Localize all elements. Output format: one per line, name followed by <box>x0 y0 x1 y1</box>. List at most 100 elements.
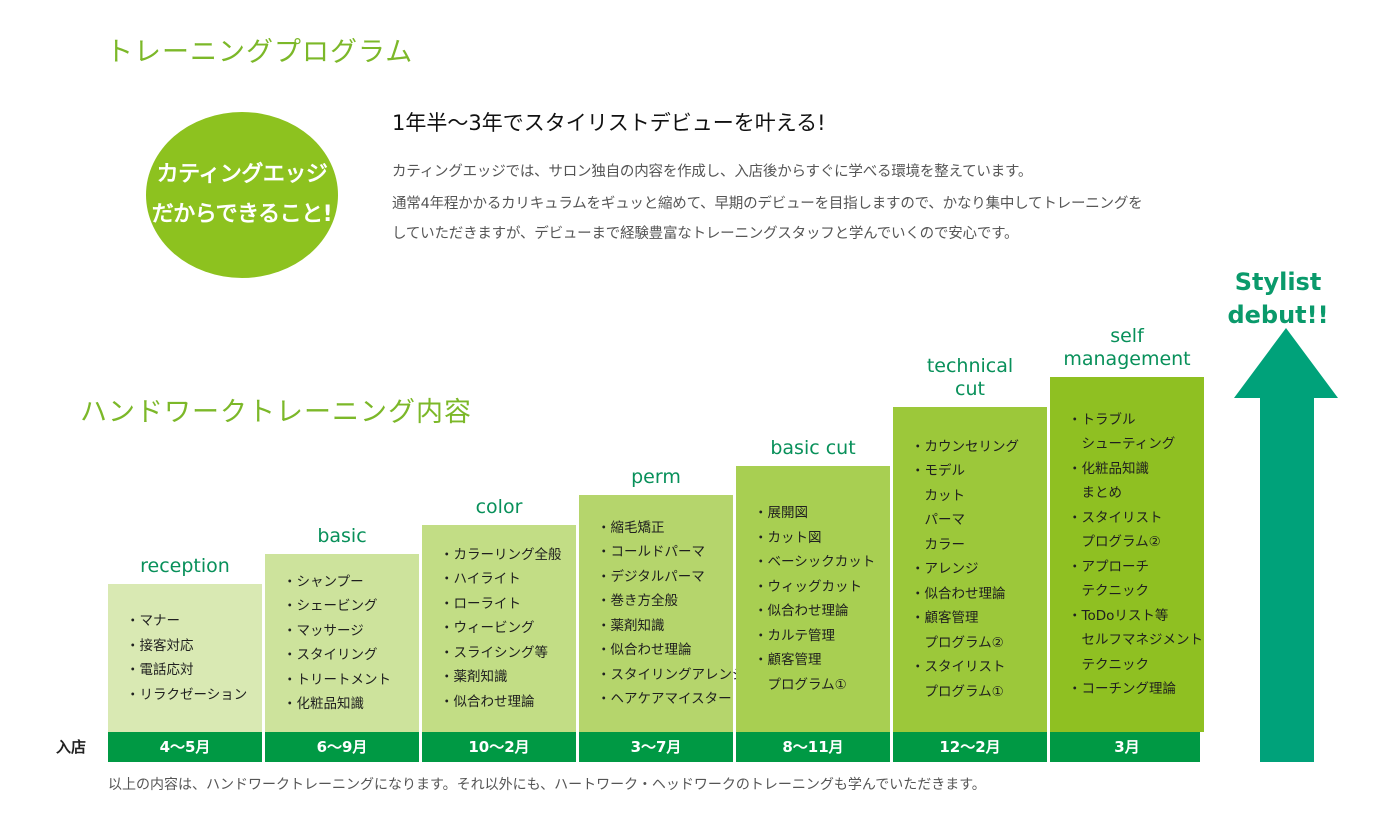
stage-item: ・アプローチ <box>1068 558 1149 575</box>
stage-item: ・ローライト <box>440 595 521 612</box>
footnote: 以上の内容は、ハンドワークトレーニングになります。それ以外にも、ハートワーク・ヘ… <box>108 777 986 793</box>
stage-item: ・縮毛矯正 <box>597 519 665 536</box>
stage-item: ・トリートメント <box>283 671 391 688</box>
stage-label-line: perm <box>631 466 681 488</box>
stage-item: ・化粧品知識 <box>1068 460 1149 477</box>
headline: 1年半〜3年でスタイリストデビューを叶える! <box>392 111 826 135</box>
stage-item: ・化粧品知識 <box>283 696 364 712</box>
intro-line-2: 通常4年程かかるカリキュラムをギュッと縮めて、早期のデビューを目指しますので、か… <box>392 196 1143 212</box>
training-program-title: トレーニングプログラム <box>106 37 414 68</box>
stage-item: プログラム① <box>754 676 847 693</box>
stage-item: ・カラーリング全般 <box>440 546 562 563</box>
stage-item: プログラム① <box>911 683 1004 700</box>
stage-item: ・ToDoリスト等 <box>1068 607 1169 624</box>
stage-0: reception ・マナー・接客対応・電話応対・リラクゼーション <box>108 524 262 732</box>
stage-item: プログラム② <box>911 634 1004 651</box>
stage-item: ・ベーシックカット <box>754 554 876 570</box>
stage-item: ・似合わせ理論 <box>440 693 535 710</box>
stage-label-line: technical <box>926 355 1014 377</box>
period-label: 4〜5月 <box>159 738 211 756</box>
stage-item: ・スタイリスト <box>911 659 1006 676</box>
start-label: 入店 <box>56 738 87 756</box>
stage-label: basic cut <box>736 437 890 460</box>
stage-item: ・トラブル <box>1068 411 1136 428</box>
stage-label: self management <box>1050 325 1204 371</box>
stage-item: ・スタイリスト <box>1068 509 1163 526</box>
stage-item: セルフマネジメント <box>1068 632 1203 648</box>
stage-label: reception <box>108 555 262 578</box>
period-label: 12〜2月 <box>939 738 1001 756</box>
stage-item: ・カルテ管理 <box>754 627 835 644</box>
period-label: 3〜7月 <box>630 738 682 756</box>
stage-2: color ・カラーリング全般 ・ハイライト ・ローライト ・ウィービング ・スライシング… <box>422 465 576 732</box>
stage-item: シューティング <box>1068 436 1176 452</box>
stage-block: ・カラーリング全般 ・ハイライト ・ローライト ・ウィービング ・スライシング等 ・薬剤知… <box>422 525 576 732</box>
stage-item: ・マナー <box>126 613 180 629</box>
stage-item: ・ハイライト <box>440 571 521 588</box>
stylist-debut-label: Stylist debut!! <box>1222 266 1334 332</box>
intro-line-3: していただきますが、デビューまで経験豊富なトレーニングスタッフと学んでいくので安… <box>392 226 1019 242</box>
period-bar <box>108 732 1200 762</box>
stage-3: perm ・縮毛矯正 ・コールドパーマ ・デジタルパーマ ・巻き方全般 ・薬剤知識 ・似合わ… <box>579 435 746 732</box>
circle-line-1: カティングエッジ <box>156 162 328 187</box>
intro-line-1: カティングエッジでは、サロン独自の内容を作成し、入店後からすぐに学べる環境を整え… <box>392 164 1033 180</box>
stage-label-line: cut <box>955 378 985 400</box>
stage-block: ・カウンセリング ・モデル カット パーマ カラー ・アレンジ ・似合わせ理論 ・顧客管… <box>893 407 1047 732</box>
period-label: 3月 <box>1114 738 1140 756</box>
feature-circle: カティングエッジ だからできること! <box>146 112 338 278</box>
period-divider <box>890 732 893 762</box>
stage-label: basic <box>265 525 419 548</box>
stage-item: ・コーチング理論 <box>1068 681 1176 697</box>
stage-label-line: self <box>1110 325 1144 347</box>
stage-item: ・マッサージ <box>283 622 364 639</box>
stage-item: ・スタイリング <box>283 647 378 663</box>
stage-label-line: basic cut <box>770 437 856 459</box>
period-divider <box>733 732 736 762</box>
stage-1: basic ・シャンプー ・シェービング ・マッサージ ・スタイリング ・トリートメント・… <box>265 494 419 732</box>
circle-line-2: だからできること! <box>151 202 333 227</box>
stage-item: ・薬剤知識 <box>440 669 508 686</box>
debut-line-1: Stylist <box>1234 268 1322 296</box>
stage-item: ・顧客管理 <box>911 610 979 627</box>
stage-item: ・接客対応 <box>126 637 194 654</box>
stage-label: perm <box>579 466 733 489</box>
stage-5: technical cut ・カウンセリング ・モデル カット パーマ カラー ・アレン… <box>893 347 1047 732</box>
stage-item: カット <box>911 487 965 504</box>
stage-item: ・モデル <box>911 463 965 480</box>
stage-item: ・電話応対 <box>126 662 194 678</box>
stage-item: ・似合わせ理論 <box>911 585 1006 602</box>
stage-item: まとめ <box>1068 485 1122 501</box>
stage-item: ・スタイリングアレンジ <box>597 666 746 683</box>
stage-item: ・スライシング等 <box>440 644 548 661</box>
stage-item: ・ヘアケアマイスター <box>597 691 732 707</box>
stage-item: ・カット図 <box>754 529 822 546</box>
stage-4: basic cut ・展開図 ・カット図 ・ベーシックカット ・ウィッグカット ・似合わせ… <box>736 406 890 732</box>
period-label: 8〜11月 <box>782 738 844 756</box>
stage-label-line: basic <box>317 525 367 547</box>
stage-item: ・ウィッグカット <box>754 578 862 595</box>
handwork-title: ハンドワークトレーニング内容 <box>80 397 472 428</box>
stage-item: ・巻き方全般 <box>597 593 678 609</box>
period-divider <box>576 732 579 762</box>
stage-label: color <box>422 496 576 519</box>
stage-item: カラー <box>911 536 965 553</box>
stage-item: ・コールドパーマ <box>597 544 705 560</box>
stage-item: ・カウンセリング <box>911 438 1019 455</box>
stage-block: ・シャンプー ・シェービング ・マッサージ ・スタイリング ・トリートメント ・化粧品知識 <box>265 554 419 732</box>
stage-item: ・顧客管理 <box>754 652 822 668</box>
stage-block: ・縮毛矯正 ・コールドパーマ ・デジタルパーマ ・巻き方全般 ・薬剤知識 ・似合わせ理論・… <box>579 495 746 732</box>
stage-item: ・リラクゼーション <box>126 686 248 703</box>
stage-item: テクニック <box>1068 583 1149 599</box>
period-label: 10〜2月 <box>468 738 530 756</box>
stage-item: ・似合わせ理論 <box>597 642 692 658</box>
stage-label-line: reception <box>140 555 230 577</box>
stage-6: self management ・トラブル シューティング ・化粧品知識 まとめ・スタ… <box>1050 317 1204 732</box>
stage-item: テクニック <box>1068 656 1149 673</box>
up-arrow-icon <box>1234 328 1338 762</box>
stage-item: ・シェービング <box>283 598 378 614</box>
period-divider <box>419 732 422 762</box>
stage-item: ・薬剤知識 <box>597 617 665 634</box>
stage-block: ・マナー・接客対応・電話応対・リラクゼーション <box>108 584 262 732</box>
stage-item: ・アレンジ <box>911 561 979 578</box>
stage-item: プログラム② <box>1068 534 1161 550</box>
